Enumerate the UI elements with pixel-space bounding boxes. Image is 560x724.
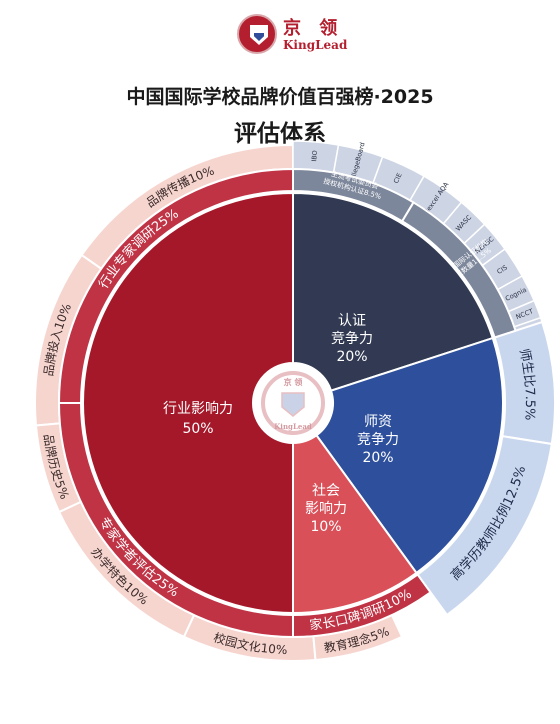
- inner-label-1: 行业影响力 50%: [163, 401, 233, 437]
- page-title: 中国国际学校品牌价值百强榜·2025: [126, 86, 434, 108]
- middle-segment-5: [416, 435, 553, 617]
- inner-segment-4: [292, 433, 418, 615]
- exam-board-label-3: CIE: [392, 172, 404, 185]
- brand-logo: 京 领 KingLead: [237, 14, 357, 64]
- logo-text-en: KingLead: [283, 38, 348, 52]
- inner-label-4: 社会影响力 10%: [305, 483, 347, 535]
- inner-segment-1: [82, 191, 294, 615]
- middle-segment-7: [400, 201, 517, 339]
- center-logo-cn: 京 领: [284, 377, 303, 387]
- middle-segment-2: [57, 402, 294, 639]
- inner-segment-2: [292, 191, 494, 392]
- logo-emblem-icon: [237, 14, 277, 54]
- center-shield-icon: [281, 392, 305, 417]
- logo-text-cn: 京 领: [283, 18, 344, 39]
- middle-segment-3: [292, 573, 432, 639]
- center-logo-ring-icon: [261, 371, 325, 435]
- exam-board-label-1: IBO: [310, 150, 319, 162]
- inner-label-2: 认证竞争力 20%: [331, 313, 373, 365]
- inner-label-3: 师资竞争力 20%: [357, 414, 399, 466]
- inner-segment-3: [315, 336, 504, 575]
- center-logo-en: KingLead: [274, 422, 312, 431]
